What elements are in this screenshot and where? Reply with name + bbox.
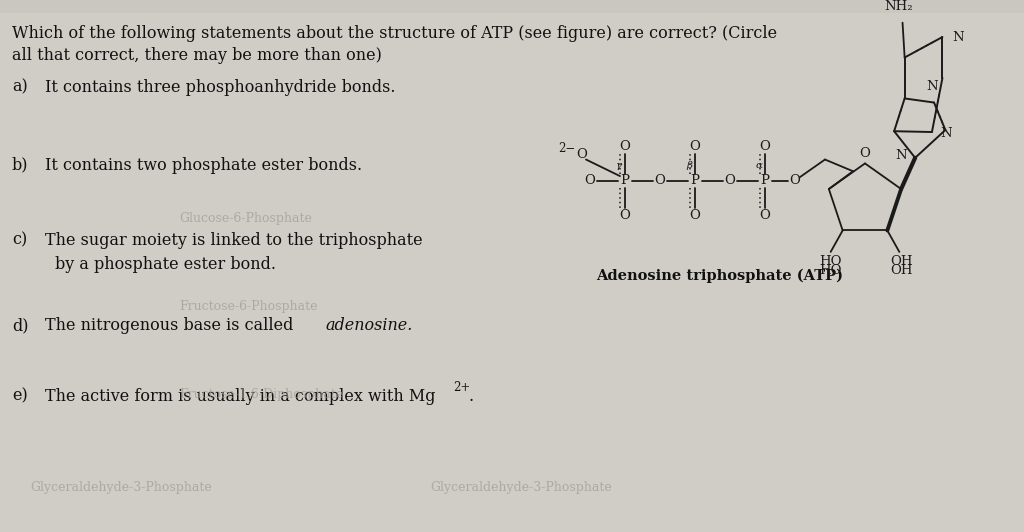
Text: Adenosine triphosphate (ATP): Adenosine triphosphate (ATP) xyxy=(597,269,844,283)
Text: It contains three phosphoanhydride bonds.: It contains three phosphoanhydride bonds… xyxy=(45,79,395,96)
Text: N: N xyxy=(896,149,907,162)
Text: Glyceraldehyde-3-Phosphate: Glyceraldehyde-3-Phosphate xyxy=(430,481,611,494)
Text: OH: OH xyxy=(890,263,912,277)
Text: Glyceraldehyde-3-Phosphate: Glyceraldehyde-3-Phosphate xyxy=(31,481,212,494)
Text: O: O xyxy=(725,174,735,187)
Text: O: O xyxy=(577,148,588,161)
Text: HO: HO xyxy=(819,255,842,268)
Text: OH: OH xyxy=(890,255,912,268)
Text: O: O xyxy=(620,209,631,222)
Text: O: O xyxy=(654,174,666,187)
Text: c): c) xyxy=(12,231,28,248)
Text: all that correct, there may be more than one): all that correct, there may be more than… xyxy=(12,47,382,64)
Text: Fructose-6-Phosphate: Fructose-6-Phosphate xyxy=(179,300,317,313)
Text: 2+: 2+ xyxy=(453,381,470,394)
Text: α: α xyxy=(756,161,763,170)
Text: d): d) xyxy=(12,318,29,335)
Text: e): e) xyxy=(12,388,28,405)
Text: Which of the following statements about the structure of ATP (see figure) are co: Which of the following statements about … xyxy=(12,25,777,42)
Text: .: . xyxy=(469,388,474,405)
Text: P: P xyxy=(690,174,699,187)
Text: γ: γ xyxy=(615,161,623,170)
Text: 2−: 2− xyxy=(558,142,575,155)
Text: O: O xyxy=(790,174,801,187)
Text: O: O xyxy=(689,140,700,153)
Text: O: O xyxy=(760,209,770,222)
Text: adenosine.: adenosine. xyxy=(325,318,413,335)
Text: The sugar moiety is linked to the triphosphate: The sugar moiety is linked to the tripho… xyxy=(45,231,423,248)
Text: N: N xyxy=(940,128,951,140)
Text: a): a) xyxy=(12,79,28,96)
Text: O: O xyxy=(689,209,700,222)
Text: HO: HO xyxy=(819,263,842,277)
Text: b): b) xyxy=(12,156,29,173)
Text: β: β xyxy=(686,161,692,170)
Text: P: P xyxy=(761,174,769,187)
Text: by a phosphate ester bond.: by a phosphate ester bond. xyxy=(55,256,276,273)
Text: The active form is usually in a complex with Mg: The active form is usually in a complex … xyxy=(45,388,435,405)
Text: NH₂: NH₂ xyxy=(885,0,912,13)
Text: N: N xyxy=(927,80,938,93)
Text: N: N xyxy=(952,30,964,44)
Text: It contains two phosphate ester bonds.: It contains two phosphate ester bonds. xyxy=(45,156,362,173)
Text: P: P xyxy=(621,174,630,187)
Text: O: O xyxy=(620,140,631,153)
Text: Fructose-1,6-Diphosphate: Fructose-1,6-Diphosphate xyxy=(179,388,343,401)
Text: O: O xyxy=(859,147,870,160)
Text: O: O xyxy=(585,174,595,187)
Text: Glucose-6-Phosphate: Glucose-6-Phosphate xyxy=(179,212,312,225)
Text: The nitrogenous base is called: The nitrogenous base is called xyxy=(45,318,299,335)
Text: O: O xyxy=(760,140,770,153)
